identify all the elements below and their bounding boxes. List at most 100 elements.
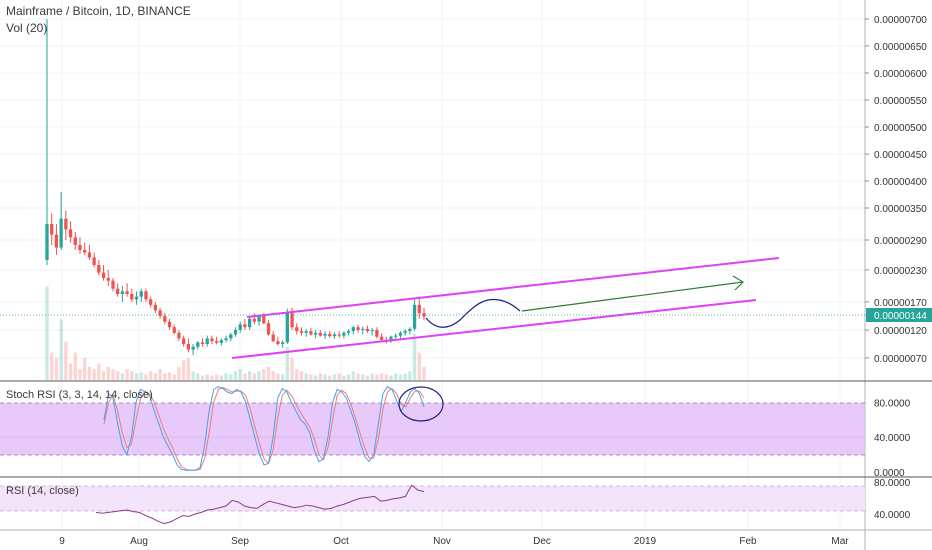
volume-bar bbox=[365, 375, 370, 380]
volume-bar bbox=[271, 371, 275, 380]
candle-body bbox=[408, 328, 412, 332]
volume-bar bbox=[309, 374, 313, 380]
volume-bar bbox=[153, 373, 158, 380]
candle-body bbox=[356, 327, 360, 330]
volume-bars bbox=[45, 286, 426, 380]
candle-body bbox=[262, 316, 266, 324]
volume-bar bbox=[238, 369, 242, 380]
stoch-band bbox=[0, 403, 865, 455]
candle-body bbox=[45, 224, 49, 260]
time-tick-label: Dec bbox=[533, 536, 551, 547]
volume-bar bbox=[361, 374, 365, 380]
volume-bar bbox=[318, 373, 322, 380]
candle-body bbox=[375, 330, 379, 337]
candle-body bbox=[229, 334, 233, 339]
rsi-axis[interactable]: 80.0000 40.0000 bbox=[874, 478, 911, 521]
volume-bar bbox=[299, 371, 304, 380]
candle-body bbox=[144, 291, 148, 300]
volume-bar bbox=[78, 369, 82, 380]
candle-body bbox=[196, 342, 200, 347]
price-tick-label: 0.00000070 bbox=[874, 354, 927, 365]
time-tick-label: Oct bbox=[333, 536, 349, 547]
candle-body bbox=[224, 338, 228, 341]
volume-bar bbox=[158, 369, 162, 380]
channel-upper-line[interactable] bbox=[246, 257, 780, 318]
time-tick-label: 9 bbox=[59, 536, 65, 547]
volume-bar bbox=[219, 375, 224, 380]
candle-body bbox=[257, 316, 261, 322]
volume-bar bbox=[54, 358, 59, 380]
volume-bar bbox=[276, 373, 280, 380]
candle-body bbox=[233, 330, 238, 335]
candle-body bbox=[101, 272, 106, 278]
forecast-curve[interactable] bbox=[425, 298, 521, 328]
volume-bar bbox=[50, 352, 54, 380]
main-pane[interactable] bbox=[0, 0, 865, 380]
volume-bar bbox=[215, 374, 219, 380]
channel-lower-line[interactable] bbox=[231, 299, 757, 359]
volume-bar bbox=[196, 373, 200, 380]
price-tick-label: 0.00000120 bbox=[874, 326, 927, 337]
candle-body bbox=[116, 288, 120, 294]
time-axis[interactable]: 9 Aug Sep Oct Nov Dec 2019 Feb Mar bbox=[59, 536, 849, 547]
candle-body bbox=[215, 341, 219, 343]
volume-bar bbox=[167, 372, 172, 380]
forecast-arrow-line[interactable] bbox=[521, 281, 744, 312]
volume-bar bbox=[408, 371, 412, 380]
vertical-grid bbox=[61, 0, 841, 530]
volume-bar bbox=[262, 369, 266, 380]
stoch-axis[interactable]: 80.0000 40.0000 0.0000 bbox=[874, 398, 911, 479]
volume-bar bbox=[394, 373, 398, 380]
last-price-value: 0.00000144 bbox=[874, 311, 927, 322]
candle-body bbox=[130, 294, 134, 300]
volume-bar bbox=[370, 373, 374, 380]
price-tick-label: 0.00000700 bbox=[874, 15, 927, 26]
candle-body bbox=[365, 328, 370, 332]
candle-body bbox=[167, 321, 172, 328]
volume-bar bbox=[97, 363, 101, 380]
price-tick-label: 0.00000600 bbox=[874, 69, 927, 80]
horizontal-grid bbox=[0, 18, 865, 359]
candle-body bbox=[285, 313, 289, 343]
volume-label: Vol (20) bbox=[6, 21, 47, 35]
candle-body bbox=[153, 304, 158, 311]
volume-bar bbox=[68, 363, 73, 380]
price-tick-label: 0.00000230 bbox=[874, 266, 927, 277]
stoch-tick-label: 40.0000 bbox=[874, 433, 911, 444]
volume-bar bbox=[379, 373, 384, 380]
candle-body bbox=[290, 313, 294, 328]
volume-bar bbox=[83, 358, 87, 380]
price-axis[interactable]: 0.00000700 0.00000650 0.00000600 0.00000550… bbox=[865, 15, 927, 365]
candle-body bbox=[158, 310, 162, 316]
volume-bar bbox=[125, 369, 129, 380]
candle-body bbox=[139, 291, 143, 297]
candle-body bbox=[398, 332, 403, 336]
volume-bar bbox=[205, 374, 209, 380]
volume-bar bbox=[290, 358, 294, 380]
stoch-annotation-circle[interactable] bbox=[398, 386, 444, 422]
candle-body bbox=[247, 318, 252, 328]
volume-bar bbox=[422, 366, 426, 380]
candle-body bbox=[304, 331, 308, 333]
candle-body bbox=[111, 280, 115, 289]
candle-body bbox=[351, 327, 355, 332]
candle-body bbox=[389, 336, 393, 342]
candle-body bbox=[394, 335, 398, 337]
candle-body bbox=[182, 338, 186, 344]
volume-bar bbox=[64, 341, 68, 380]
volume-bar bbox=[73, 352, 77, 380]
candle-body bbox=[191, 346, 195, 350]
volume-bar bbox=[120, 373, 125, 380]
volume-bar bbox=[229, 374, 233, 380]
volume-bar bbox=[346, 374, 351, 380]
price-tick-label: 0.00000350 bbox=[874, 204, 927, 215]
stoch-tick-label: 80.0000 bbox=[874, 398, 911, 409]
volume-bar bbox=[266, 366, 271, 380]
volume-bar bbox=[280, 374, 285, 380]
candle-body bbox=[417, 304, 421, 314]
volume-bar bbox=[417, 352, 421, 380]
price-tick-label: 0.00000550 bbox=[874, 96, 927, 107]
volume-bar bbox=[337, 373, 341, 380]
volume-bar bbox=[351, 371, 355, 380]
